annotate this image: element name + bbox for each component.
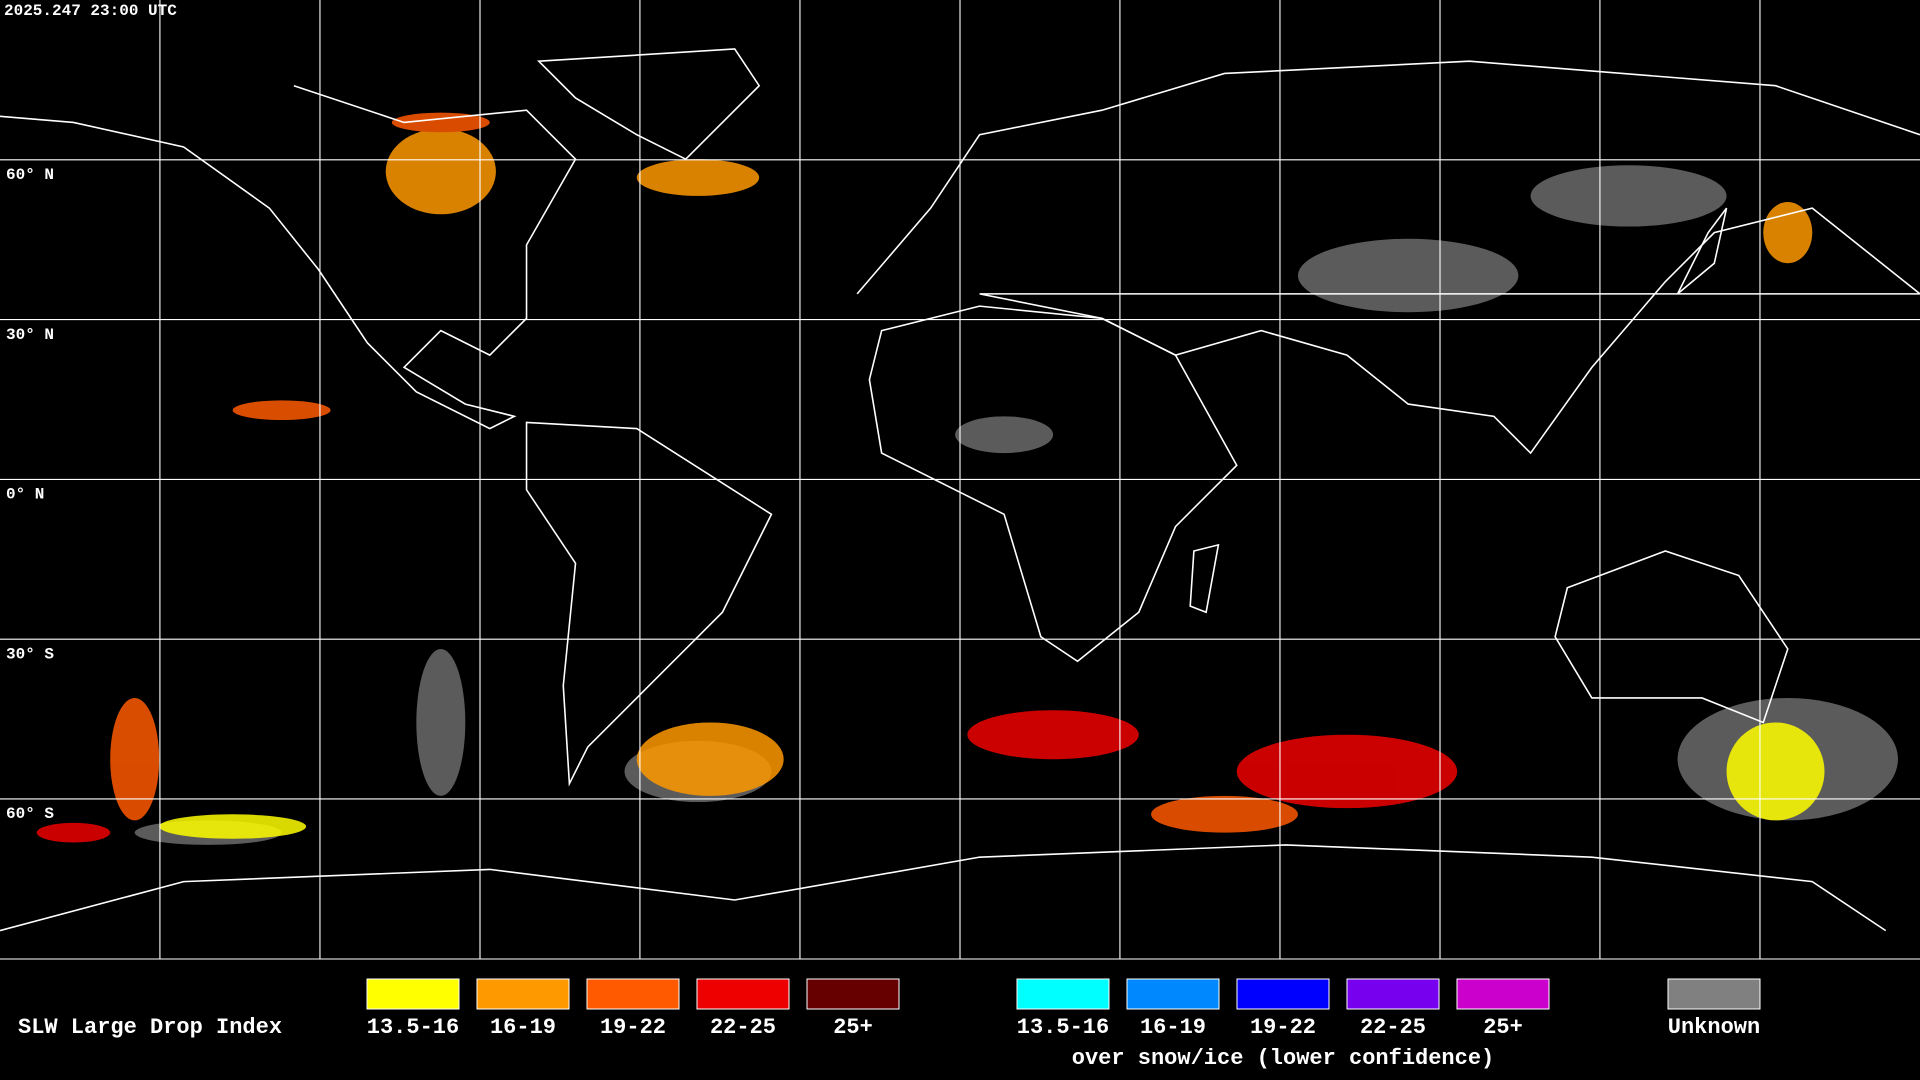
latitude-label: 0° N xyxy=(6,486,44,504)
legend-label: 19-22 xyxy=(1250,1015,1316,1040)
legend-label: 22-25 xyxy=(710,1015,776,1040)
snow-ice-caption: over snow/ice (lower confidence) xyxy=(1072,1046,1494,1071)
legend-label: 16-19 xyxy=(490,1015,556,1040)
legend-label: 13.5-16 xyxy=(1017,1015,1109,1040)
legend-label: 22-25 xyxy=(1360,1015,1426,1040)
legend-swatch xyxy=(366,978,460,1010)
legend-label: 13.5-16 xyxy=(367,1015,459,1040)
legend-label: 25+ xyxy=(833,1015,873,1040)
map-layer xyxy=(0,0,1920,959)
legend-label: Unknown xyxy=(1668,1015,1760,1040)
legend-swatch xyxy=(1346,978,1440,1010)
legend-swatch xyxy=(1456,978,1550,1010)
legend-swatch xyxy=(1126,978,1220,1010)
latitude-label: 60° N xyxy=(6,166,54,184)
latitude-label: 60° S xyxy=(6,805,54,823)
legend-label: 16-19 xyxy=(1140,1015,1206,1040)
legend-swatch xyxy=(586,978,680,1010)
graticule xyxy=(0,0,1920,959)
legend-title: SLW Large Drop Index xyxy=(18,1015,282,1040)
legend-swatch xyxy=(806,978,900,1010)
legend-label: 25+ xyxy=(1483,1015,1523,1040)
legend-swatch xyxy=(1016,978,1110,1010)
timestamp: 2025.247 23:00 UTC xyxy=(4,2,177,20)
legend-swatch xyxy=(476,978,570,1010)
latitude-label: 30° S xyxy=(6,645,54,663)
legend-swatch xyxy=(1236,978,1330,1010)
latitude-label: 30° N xyxy=(6,326,54,344)
legend-swatch xyxy=(696,978,790,1010)
legend-label: 19-22 xyxy=(600,1015,666,1040)
legend-swatch xyxy=(1667,978,1761,1010)
drop-index-cloud xyxy=(36,112,1825,843)
coastlines xyxy=(0,48,1920,932)
